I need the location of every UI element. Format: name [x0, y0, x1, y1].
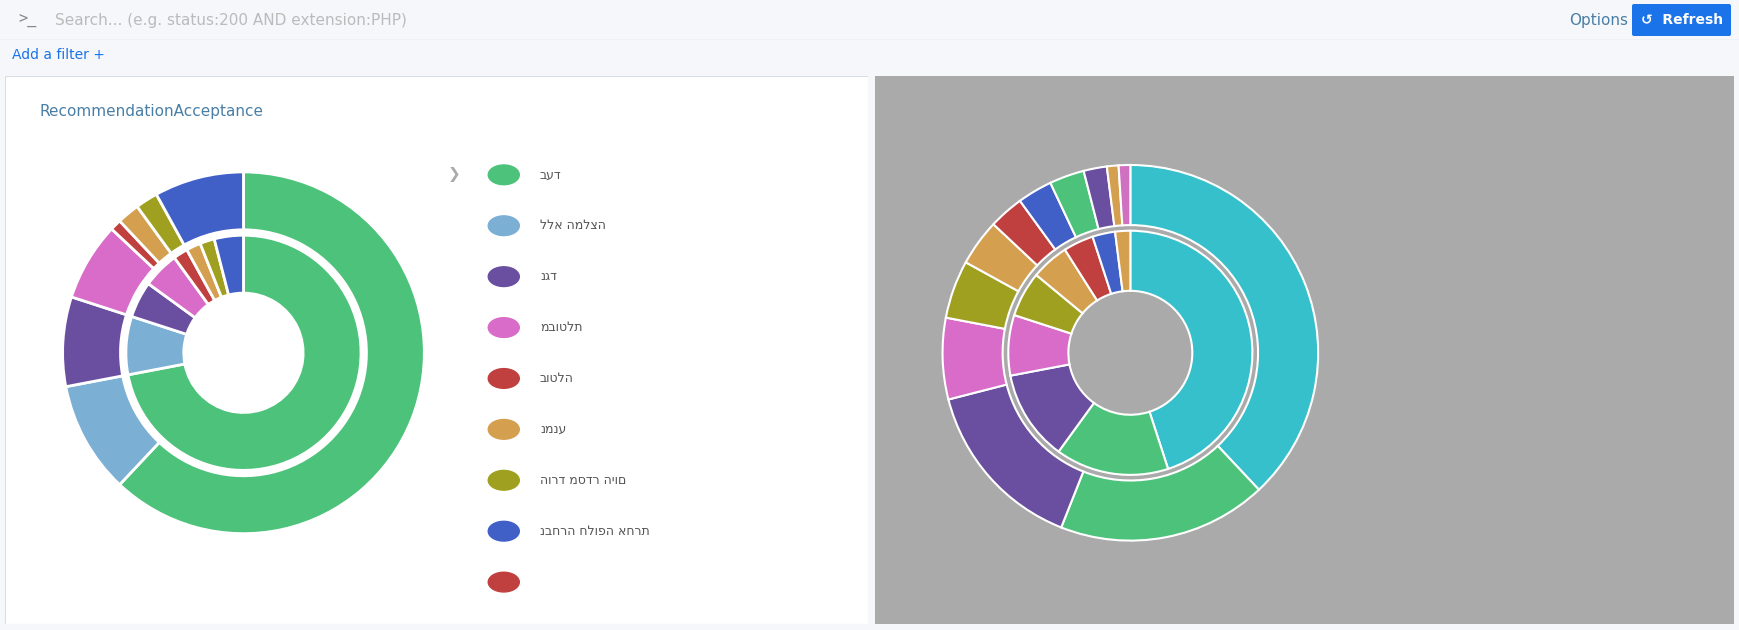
Wedge shape: [993, 201, 1056, 265]
Text: דיון: דיון: [1398, 438, 1414, 452]
Circle shape: [1353, 157, 1381, 175]
Text: ↺  Refresh: ↺ Refresh: [1642, 13, 1723, 27]
Wedge shape: [1130, 231, 1252, 469]
Text: ללא המלצה: ללא המלצה: [541, 219, 605, 232]
Text: נגד: נגד: [1398, 518, 1414, 532]
Wedge shape: [1010, 364, 1094, 452]
Wedge shape: [946, 262, 1019, 329]
Circle shape: [489, 369, 520, 388]
Text: Verdict Vs. Votes: Verdict Vs. Votes: [909, 104, 1038, 118]
Wedge shape: [1050, 171, 1099, 238]
Circle shape: [489, 572, 520, 592]
Text: נבחרה חלופה אחרת: נבחרה חלופה אחרת: [1398, 319, 1502, 332]
Wedge shape: [132, 284, 195, 335]
Text: לא עבר: לא עבר: [1398, 199, 1438, 212]
Text: הורד מסדר היום: הורד מסדר היום: [1398, 239, 1480, 252]
Text: בעד: בעד: [1398, 479, 1419, 491]
Circle shape: [489, 318, 520, 338]
Wedge shape: [120, 172, 424, 534]
Text: ❯: ❯: [1329, 118, 1341, 133]
Circle shape: [1353, 237, 1381, 254]
Wedge shape: [1115, 231, 1130, 291]
Text: רוב מיוחד לא פיר...: רוב מיוחד לא פיר...: [1398, 159, 1497, 172]
Text: Options: Options: [1569, 13, 1628, 28]
Wedge shape: [965, 224, 1036, 291]
Text: Add a filter +: Add a filter +: [12, 48, 104, 62]
Circle shape: [1353, 117, 1381, 134]
Text: נמנע: נמנע: [541, 423, 567, 436]
Wedge shape: [948, 384, 1083, 527]
Wedge shape: [63, 297, 127, 387]
Text: ❯: ❯: [447, 168, 461, 182]
Text: בוטלה: בוטלה: [1398, 359, 1431, 372]
Wedge shape: [157, 172, 243, 245]
Wedge shape: [1083, 166, 1115, 229]
Wedge shape: [137, 194, 184, 253]
Wedge shape: [1036, 249, 1097, 313]
Text: נמנע: נמנע: [1398, 598, 1423, 612]
Circle shape: [489, 165, 520, 185]
Wedge shape: [125, 316, 186, 375]
Text: בעד: בעד: [541, 168, 562, 181]
Wedge shape: [66, 376, 160, 484]
Wedge shape: [120, 207, 170, 263]
Circle shape: [1353, 517, 1381, 534]
Text: ▲: ▲: [1716, 86, 1723, 94]
Circle shape: [1353, 556, 1381, 574]
Circle shape: [489, 522, 520, 541]
Text: נגד: נגד: [541, 270, 556, 283]
Circle shape: [1353, 476, 1381, 494]
FancyBboxPatch shape: [1713, 98, 1729, 613]
Circle shape: [489, 420, 520, 439]
Wedge shape: [214, 235, 243, 295]
Text: מבוטלת: מבוטלת: [541, 321, 583, 334]
Circle shape: [489, 216, 520, 236]
Text: >_: >_: [17, 13, 37, 28]
Wedge shape: [71, 229, 153, 315]
FancyBboxPatch shape: [875, 76, 1734, 624]
Wedge shape: [174, 249, 214, 304]
Wedge shape: [1021, 183, 1076, 249]
Circle shape: [489, 266, 520, 287]
FancyBboxPatch shape: [1631, 4, 1730, 36]
Wedge shape: [1059, 403, 1169, 475]
Circle shape: [1353, 396, 1381, 414]
Wedge shape: [1130, 165, 1318, 490]
Wedge shape: [943, 318, 1007, 399]
Circle shape: [1353, 197, 1381, 214]
Wedge shape: [200, 239, 228, 297]
Text: לא משתתף: לא משתתף: [1398, 559, 1457, 571]
Circle shape: [1353, 437, 1381, 454]
Wedge shape: [129, 235, 362, 471]
Wedge shape: [111, 221, 160, 268]
Wedge shape: [1009, 315, 1071, 375]
Text: RecommendationAcceptance: RecommendationAcceptance: [40, 104, 264, 118]
Circle shape: [1353, 317, 1381, 334]
Text: סמי תוצאות האסיפה...: סמי תוצאות האסיפה...: [1398, 399, 1513, 412]
FancyBboxPatch shape: [854, 0, 1739, 630]
FancyBboxPatch shape: [5, 76, 868, 624]
Text: בוטלה: בוטלה: [541, 372, 574, 385]
Wedge shape: [1092, 232, 1123, 294]
Circle shape: [1353, 597, 1381, 614]
Wedge shape: [1064, 237, 1111, 301]
Text: Search... (e.g. status:200 AND extension:PHP): Search... (e.g. status:200 AND extension…: [56, 13, 407, 28]
Wedge shape: [1061, 446, 1259, 541]
Wedge shape: [1118, 165, 1130, 226]
Text: מבוטלת: מבוטלת: [1398, 279, 1438, 292]
Wedge shape: [148, 258, 209, 318]
Wedge shape: [186, 244, 221, 301]
Text: הורד מסדר היום: הורד מסדר היום: [541, 474, 626, 487]
Text: ▼: ▼: [1716, 605, 1723, 614]
Circle shape: [1353, 277, 1381, 294]
Circle shape: [489, 471, 520, 490]
Circle shape: [1353, 357, 1381, 374]
Wedge shape: [1014, 275, 1083, 334]
Text: נבחרה חלופה אחרת: נבחרה חלופה אחרת: [541, 525, 650, 537]
Wedge shape: [1106, 165, 1122, 226]
Text: עבר: עבר: [1398, 119, 1419, 132]
